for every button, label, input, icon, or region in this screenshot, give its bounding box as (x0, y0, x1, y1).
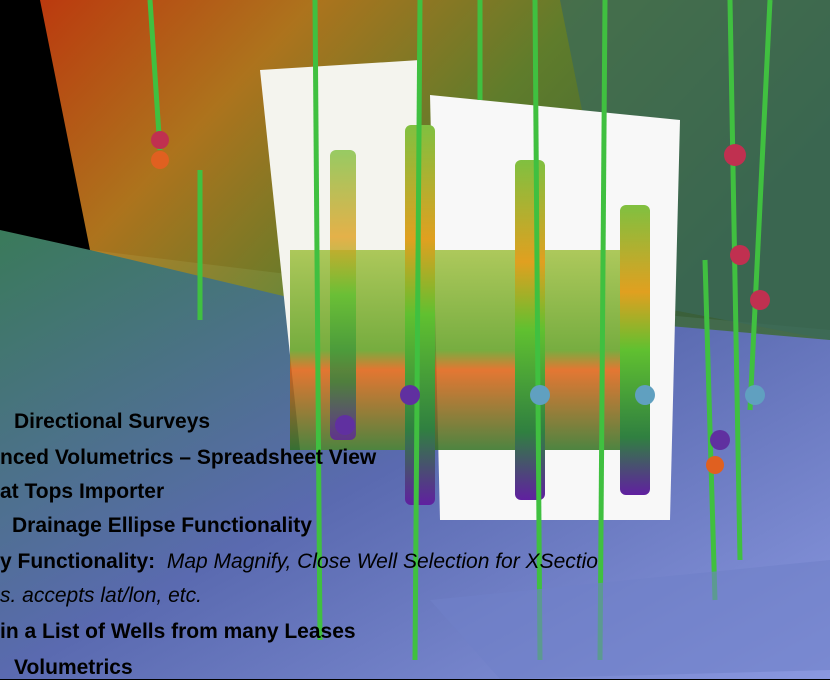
feature-text: Directional Surveys (14, 410, 211, 433)
feature-item: in a List of Wells from many Leases (0, 620, 356, 644)
feature-text: Volumetrics (14, 656, 133, 679)
feature-text: y Functionality: (0, 550, 156, 573)
feature-item: Directional Surveys (14, 410, 210, 434)
feature-text: in a List of Wells from many Leases (0, 620, 356, 643)
feature-detail: Map Magnify, Close Well Selection for XS… (166, 550, 598, 573)
feature-item: Volumetrics (14, 656, 133, 680)
feature-item: Drainage Ellipse Functionality (12, 514, 312, 538)
feature-item: at Tops Importer (0, 480, 164, 504)
feature-item: y Functionality: Map Magnify, Close Well… (0, 550, 598, 574)
feature-detail: s. accepts lat/lon, etc. (0, 584, 202, 607)
feature-text: nced Volumetrics – Spreadsheet View (0, 446, 377, 469)
feature-text: Drainage Ellipse Functionality (12, 514, 312, 537)
feature-item: nced Volumetrics – Spreadsheet View (0, 446, 376, 470)
feature-item: s. accepts lat/lon, etc. (0, 584, 202, 608)
feature-text: at Tops Importer (0, 480, 165, 503)
